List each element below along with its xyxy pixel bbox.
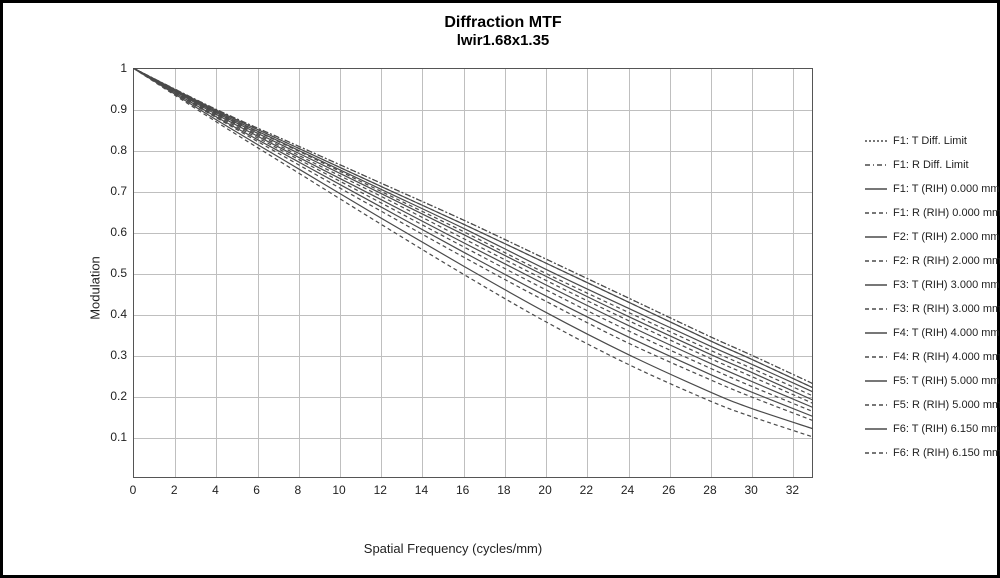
legend-label: F1: T (RIH) 0.000 mm (893, 183, 1000, 195)
mtf-curve (133, 68, 813, 384)
legend-label: F5: R (RIH) 5.000 mm (893, 399, 1000, 411)
y-tick-label: 0.2 (97, 389, 127, 403)
x-tick-label: 20 (538, 483, 551, 497)
chart-title: Diffraction MTF (33, 13, 973, 32)
x-tick-label: 8 (295, 483, 302, 497)
x-tick-label: 14 (415, 483, 428, 497)
legend-swatch (865, 400, 887, 410)
legend-label: F6: T (RIH) 6.150 mm (893, 423, 1000, 435)
legend-label: F4: R (RIH) 4.000 mm (893, 351, 1000, 363)
legend-label: F6: R (RIH) 6.150 mm (893, 447, 1000, 459)
x-tick-label: 0 (130, 483, 137, 497)
legend-label: F2: R (RIH) 2.000 mm (893, 255, 1000, 267)
legend-item: F4: R (RIH) 4.000 mm (865, 345, 1000, 369)
legend-item: F1: R (RIH) 0.000 mm (865, 201, 1000, 225)
y-tick-label: 0.1 (97, 430, 127, 444)
y-tick-label: 0.6 (97, 225, 127, 239)
x-tick-label: 16 (456, 483, 469, 497)
legend-swatch (865, 448, 887, 458)
x-tick-label: 18 (497, 483, 510, 497)
x-tick-label: 30 (744, 483, 757, 497)
x-tick-label: 22 (580, 483, 593, 497)
legend-swatch (865, 280, 887, 290)
y-tick-label: 0.9 (97, 102, 127, 116)
x-tick-label: 12 (374, 483, 387, 497)
legend-item: F1: T Diff. Limit (865, 129, 1000, 153)
legend-label: F1: T Diff. Limit (893, 135, 967, 147)
mtf-curve (133, 68, 813, 384)
mtf-curve (133, 68, 813, 388)
legend-item: F1: T (RIH) 0.000 mm (865, 177, 1000, 201)
legend-label: F1: R Diff. Limit (893, 159, 969, 171)
x-tick-label: 10 (332, 483, 345, 497)
y-tick-label: 1 (97, 61, 127, 75)
legend-item: F3: R (RIH) 3.000 mm (865, 297, 1000, 321)
legend-swatch (865, 376, 887, 386)
y-tick-label: 0.4 (97, 307, 127, 321)
legend-swatch (865, 304, 887, 314)
curves-svg (133, 68, 813, 478)
legend-item: F6: R (RIH) 6.150 mm (865, 441, 1000, 465)
x-tick-label: 4 (212, 483, 219, 497)
chart-frame: Diffraction MTF lwir1.68x1.35 Modulation… (0, 0, 1000, 578)
x-tick-label: 26 (662, 483, 675, 497)
chart-container: Diffraction MTF lwir1.68x1.35 Modulation… (33, 13, 973, 568)
plot-region: Modulation Spatial Frequency (cycles/mm)… (93, 68, 813, 508)
legend-swatch (865, 136, 887, 146)
legend-label: F3: R (RIH) 3.000 mm (893, 303, 1000, 315)
legend-swatch (865, 184, 887, 194)
legend-label: F1: R (RIH) 0.000 mm (893, 207, 1000, 219)
title-block: Diffraction MTF lwir1.68x1.35 (33, 13, 973, 50)
legend-item: F1: R Diff. Limit (865, 153, 1000, 177)
mtf-curve (133, 68, 813, 388)
x-axis-label: Spatial Frequency (cycles/mm) (364, 541, 542, 556)
legend-swatch (865, 424, 887, 434)
x-tick-label: 24 (621, 483, 634, 497)
legend-item: F6: T (RIH) 6.150 mm (865, 417, 1000, 441)
x-tick-label: 28 (703, 483, 716, 497)
legend-swatch (865, 256, 887, 266)
legend-item: F5: R (RIH) 5.000 mm (865, 393, 1000, 417)
x-tick-label: 6 (253, 483, 260, 497)
legend-label: F2: T (RIH) 2.000 mm (893, 231, 1000, 243)
x-tick-label: 2 (171, 483, 178, 497)
legend-label: F3: T (RIH) 3.000 mm (893, 279, 1000, 291)
mtf-curve (133, 68, 813, 392)
legend-item: F5: T (RIH) 5.000 mm (865, 369, 1000, 393)
legend-item: F2: R (RIH) 2.000 mm (865, 249, 1000, 273)
legend-swatch (865, 208, 887, 218)
legend-item: F3: T (RIH) 3.000 mm (865, 273, 1000, 297)
legend-swatch (865, 232, 887, 242)
chart-subtitle: lwir1.68x1.35 (33, 32, 973, 50)
legend-swatch (865, 328, 887, 338)
legend-swatch (865, 352, 887, 362)
legend-item: F4: T (RIH) 4.000 mm (865, 321, 1000, 345)
legend-item: F2: T (RIH) 2.000 mm (865, 225, 1000, 249)
y-tick-label: 0.5 (97, 266, 127, 280)
legend-label: F5: T (RIH) 5.000 mm (893, 375, 1000, 387)
x-tick-label: 32 (786, 483, 799, 497)
legend: F1: T Diff. Limit F1: R Diff. Limit F1: T … (865, 129, 1000, 465)
legend-swatch (865, 160, 887, 170)
y-tick-label: 0.8 (97, 143, 127, 157)
legend-label: F4: T (RIH) 4.000 mm (893, 327, 1000, 339)
y-tick-label: 0.7 (97, 184, 127, 198)
y-tick-label: 0.3 (97, 348, 127, 362)
